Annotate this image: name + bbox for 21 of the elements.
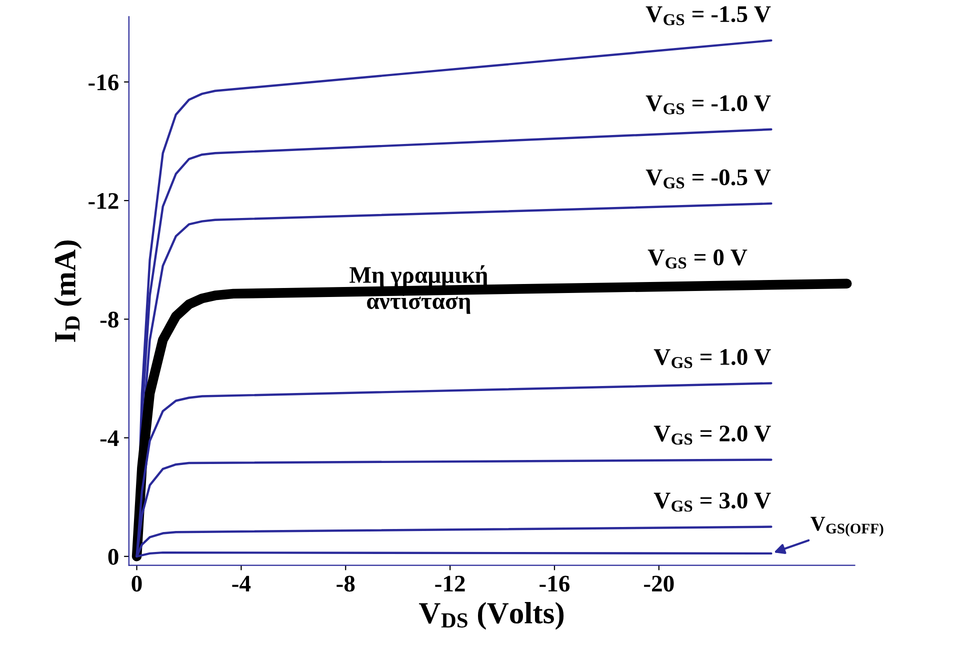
y-tick-label: -4 <box>100 430 119 446</box>
x-tick-label: -4 <box>232 576 251 592</box>
x-tick-label: 0 <box>132 576 142 592</box>
x-tick-label: -8 <box>336 576 355 592</box>
series-label: V$_{GS}$ = -0.5 V <box>646 169 771 188</box>
series-label: V$_{GS}$ = 1.0 V <box>654 349 771 368</box>
annotation: V$_{GS(OFF)}$ <box>810 516 884 536</box>
series-label: V$_{GS}$ = 2.0 V <box>654 426 771 445</box>
series-label: V$_{GS}$ = -1.5 V <box>646 6 771 26</box>
x-axis-title: V$_{DS}$ (Volts) <box>418 602 564 630</box>
y-axis-title: I$_{D}$ (mA) <box>54 240 82 342</box>
x-tick-label: -20 <box>644 576 674 592</box>
x-tick-label: -12 <box>435 576 465 592</box>
x-tick-label: -16 <box>540 576 570 592</box>
y-tick-label: -16 <box>88 74 119 90</box>
y-tick-label: 0 <box>108 548 118 565</box>
series-label: V$_{GS}$ = 0 V <box>648 249 748 269</box>
series-label: V$_{GS}$ = -1.0 V <box>646 95 771 114</box>
y-tick-label: -8 <box>100 312 118 328</box>
y-tick-label: -12 <box>88 193 118 209</box>
series-label: V$_{GS}$ = 3.0 V <box>654 492 771 512</box>
